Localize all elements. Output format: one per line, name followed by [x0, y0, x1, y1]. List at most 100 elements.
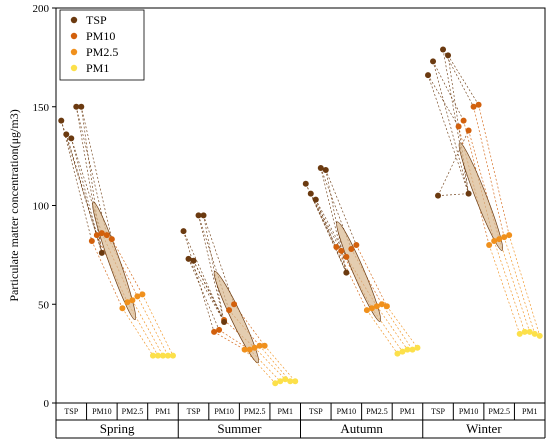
- point-pm25: [486, 242, 493, 248]
- season-label: Summer: [217, 421, 262, 436]
- point-tsp: [312, 196, 319, 203]
- point-pm1: [526, 328, 533, 335]
- point-pm25: [373, 303, 380, 310]
- y-tick-label: 200: [33, 3, 50, 15]
- connector-line: [376, 306, 408, 350]
- point-pm25: [134, 293, 141, 300]
- point-pm10: [465, 127, 472, 134]
- point-pm25: [383, 303, 390, 310]
- connector-line: [493, 240, 526, 333]
- x-tick-label: PM10: [459, 407, 479, 416]
- point-pm10: [98, 230, 105, 237]
- point-tsp: [302, 180, 309, 187]
- point-pm1: [536, 332, 543, 339]
- point-pm25: [139, 291, 146, 298]
- x-tick-label: TSP: [187, 407, 201, 416]
- point-pm1: [516, 330, 523, 337]
- point-pm25: [368, 305, 375, 312]
- point-pm25: [378, 301, 385, 308]
- x-tick-label: PM1: [522, 407, 538, 416]
- connector-line: [488, 244, 521, 334]
- legend-marker: [70, 48, 78, 56]
- y-tick-label: 50: [38, 299, 50, 311]
- connector-line: [137, 296, 169, 356]
- connector-to-mean: [320, 167, 347, 273]
- connector-to-mean: [432, 61, 469, 194]
- point-pm25: [241, 346, 248, 353]
- connector-line: [122, 308, 154, 356]
- y-tick-label: 100: [33, 201, 50, 213]
- point-tsp: [435, 192, 442, 199]
- point-tsp: [307, 190, 314, 197]
- x-tick-label: TSP: [431, 407, 445, 416]
- point-pm10: [333, 243, 340, 250]
- connector-to-mean: [80, 106, 103, 253]
- connector-line: [75, 106, 108, 236]
- point-pm10: [211, 328, 218, 335]
- point-tsp: [440, 46, 447, 53]
- point-pm1: [531, 330, 538, 337]
- distribution-ellipse: [213, 270, 259, 364]
- connector-line: [468, 130, 500, 240]
- x-tick-label: TSP: [64, 407, 78, 416]
- point-pm1: [164, 352, 171, 359]
- point-pm10: [231, 301, 238, 308]
- connector-to-mean: [198, 215, 225, 323]
- connector-line: [315, 199, 347, 258]
- connector-line: [498, 238, 531, 333]
- connector-line: [198, 215, 230, 311]
- point-pm10: [226, 307, 233, 314]
- point-tsp: [185, 255, 192, 262]
- connector-line: [254, 347, 286, 380]
- point-pm1: [169, 352, 176, 359]
- x-tick-label: PM10: [214, 407, 234, 416]
- connector-to-mean: [193, 260, 225, 323]
- point-tsp: [322, 166, 329, 173]
- point-pm25: [501, 234, 508, 241]
- x-tick-label: PM2.5: [122, 407, 144, 416]
- x-tick-label: TSP: [309, 407, 323, 416]
- connector-to-mean: [427, 75, 469, 194]
- connector-to-mean: [60, 120, 103, 254]
- x-tick-label: PM1: [155, 407, 171, 416]
- connector-line: [325, 169, 357, 246]
- connector-line: [244, 349, 276, 384]
- point-pm1: [394, 350, 401, 357]
- legend-marker: [70, 64, 78, 72]
- point-pm1: [154, 352, 161, 359]
- connector-line: [60, 120, 93, 242]
- point-pm1: [404, 346, 411, 353]
- connector-to-mean: [442, 49, 469, 194]
- point-tsp: [63, 131, 70, 138]
- connector-line: [447, 55, 479, 105]
- point-pm25: [491, 238, 498, 245]
- point-pm1: [414, 344, 421, 351]
- connector-line: [310, 193, 342, 252]
- connector-line: [386, 306, 418, 348]
- connector-line: [508, 235, 541, 336]
- point-pm1: [292, 378, 299, 385]
- connector-line: [70, 138, 103, 234]
- season-label: Winter: [466, 421, 502, 436]
- y-tick-label: 150: [33, 102, 50, 114]
- point-pm1: [287, 378, 294, 385]
- y-tick-label: 0: [44, 398, 50, 410]
- point-pm25: [506, 232, 513, 239]
- point-pm10: [338, 247, 345, 254]
- point-pm10: [216, 326, 223, 333]
- point-tsp: [78, 103, 85, 110]
- connector-line: [111, 238, 143, 295]
- connector-line: [193, 260, 225, 321]
- point-pm10: [103, 232, 110, 239]
- connector-line: [213, 331, 245, 350]
- point-pm10: [460, 117, 467, 124]
- connector-line: [356, 244, 388, 307]
- point-tsp: [430, 58, 437, 65]
- point-pm25: [119, 305, 126, 312]
- point-tsp: [190, 257, 197, 264]
- connector-to-mean: [438, 193, 469, 196]
- point-pm25: [124, 299, 131, 306]
- legend-label: TSP: [86, 13, 107, 27]
- legend-marker: [70, 32, 78, 40]
- x-tick-label: PM10: [92, 407, 112, 416]
